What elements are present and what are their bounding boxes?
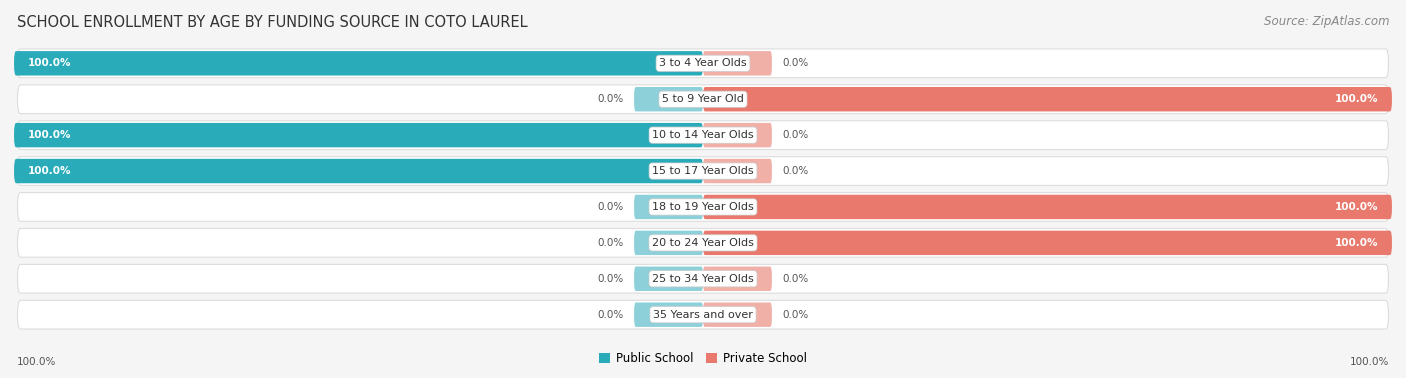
FancyBboxPatch shape	[703, 195, 1392, 219]
Text: 10 to 14 Year Olds: 10 to 14 Year Olds	[652, 130, 754, 140]
Text: 100.0%: 100.0%	[1334, 238, 1378, 248]
Text: 100.0%: 100.0%	[28, 166, 72, 176]
FancyBboxPatch shape	[17, 265, 1389, 293]
Text: 0.0%: 0.0%	[782, 274, 808, 284]
FancyBboxPatch shape	[634, 266, 703, 291]
Text: 0.0%: 0.0%	[782, 166, 808, 176]
Text: 0.0%: 0.0%	[782, 130, 808, 140]
Text: 35 Years and over: 35 Years and over	[652, 310, 754, 320]
FancyBboxPatch shape	[17, 85, 1389, 113]
Text: 100.0%: 100.0%	[28, 58, 72, 68]
Text: 20 to 24 Year Olds: 20 to 24 Year Olds	[652, 238, 754, 248]
FancyBboxPatch shape	[703, 266, 772, 291]
FancyBboxPatch shape	[17, 228, 1389, 257]
Text: 25 to 34 Year Olds: 25 to 34 Year Olds	[652, 274, 754, 284]
FancyBboxPatch shape	[17, 121, 1389, 150]
FancyBboxPatch shape	[634, 195, 703, 219]
Text: 100.0%: 100.0%	[1334, 94, 1378, 104]
Text: 0.0%: 0.0%	[598, 94, 624, 104]
Text: 100.0%: 100.0%	[17, 357, 56, 367]
Text: 100.0%: 100.0%	[1350, 357, 1389, 367]
Text: 0.0%: 0.0%	[782, 310, 808, 320]
FancyBboxPatch shape	[14, 123, 703, 147]
FancyBboxPatch shape	[14, 51, 703, 76]
Text: 0.0%: 0.0%	[598, 202, 624, 212]
Text: 0.0%: 0.0%	[782, 58, 808, 68]
FancyBboxPatch shape	[703, 231, 1392, 255]
FancyBboxPatch shape	[17, 300, 1389, 329]
Text: 100.0%: 100.0%	[1334, 202, 1378, 212]
FancyBboxPatch shape	[634, 87, 703, 112]
Text: 0.0%: 0.0%	[598, 238, 624, 248]
FancyBboxPatch shape	[634, 302, 703, 327]
FancyBboxPatch shape	[703, 302, 772, 327]
Text: Source: ZipAtlas.com: Source: ZipAtlas.com	[1264, 15, 1389, 28]
Text: 0.0%: 0.0%	[598, 310, 624, 320]
Text: 0.0%: 0.0%	[598, 274, 624, 284]
FancyBboxPatch shape	[703, 159, 772, 183]
Text: 18 to 19 Year Olds: 18 to 19 Year Olds	[652, 202, 754, 212]
FancyBboxPatch shape	[17, 193, 1389, 222]
Legend: Public School, Private School: Public School, Private School	[593, 347, 813, 370]
Text: 15 to 17 Year Olds: 15 to 17 Year Olds	[652, 166, 754, 176]
FancyBboxPatch shape	[17, 157, 1389, 186]
Text: 3 to 4 Year Olds: 3 to 4 Year Olds	[659, 58, 747, 68]
FancyBboxPatch shape	[703, 123, 772, 147]
FancyBboxPatch shape	[703, 51, 772, 76]
Text: 100.0%: 100.0%	[28, 130, 72, 140]
FancyBboxPatch shape	[17, 49, 1389, 78]
FancyBboxPatch shape	[14, 159, 703, 183]
Text: 5 to 9 Year Old: 5 to 9 Year Old	[662, 94, 744, 104]
FancyBboxPatch shape	[634, 231, 703, 255]
Text: SCHOOL ENROLLMENT BY AGE BY FUNDING SOURCE IN COTO LAUREL: SCHOOL ENROLLMENT BY AGE BY FUNDING SOUR…	[17, 15, 527, 30]
FancyBboxPatch shape	[703, 87, 1392, 112]
